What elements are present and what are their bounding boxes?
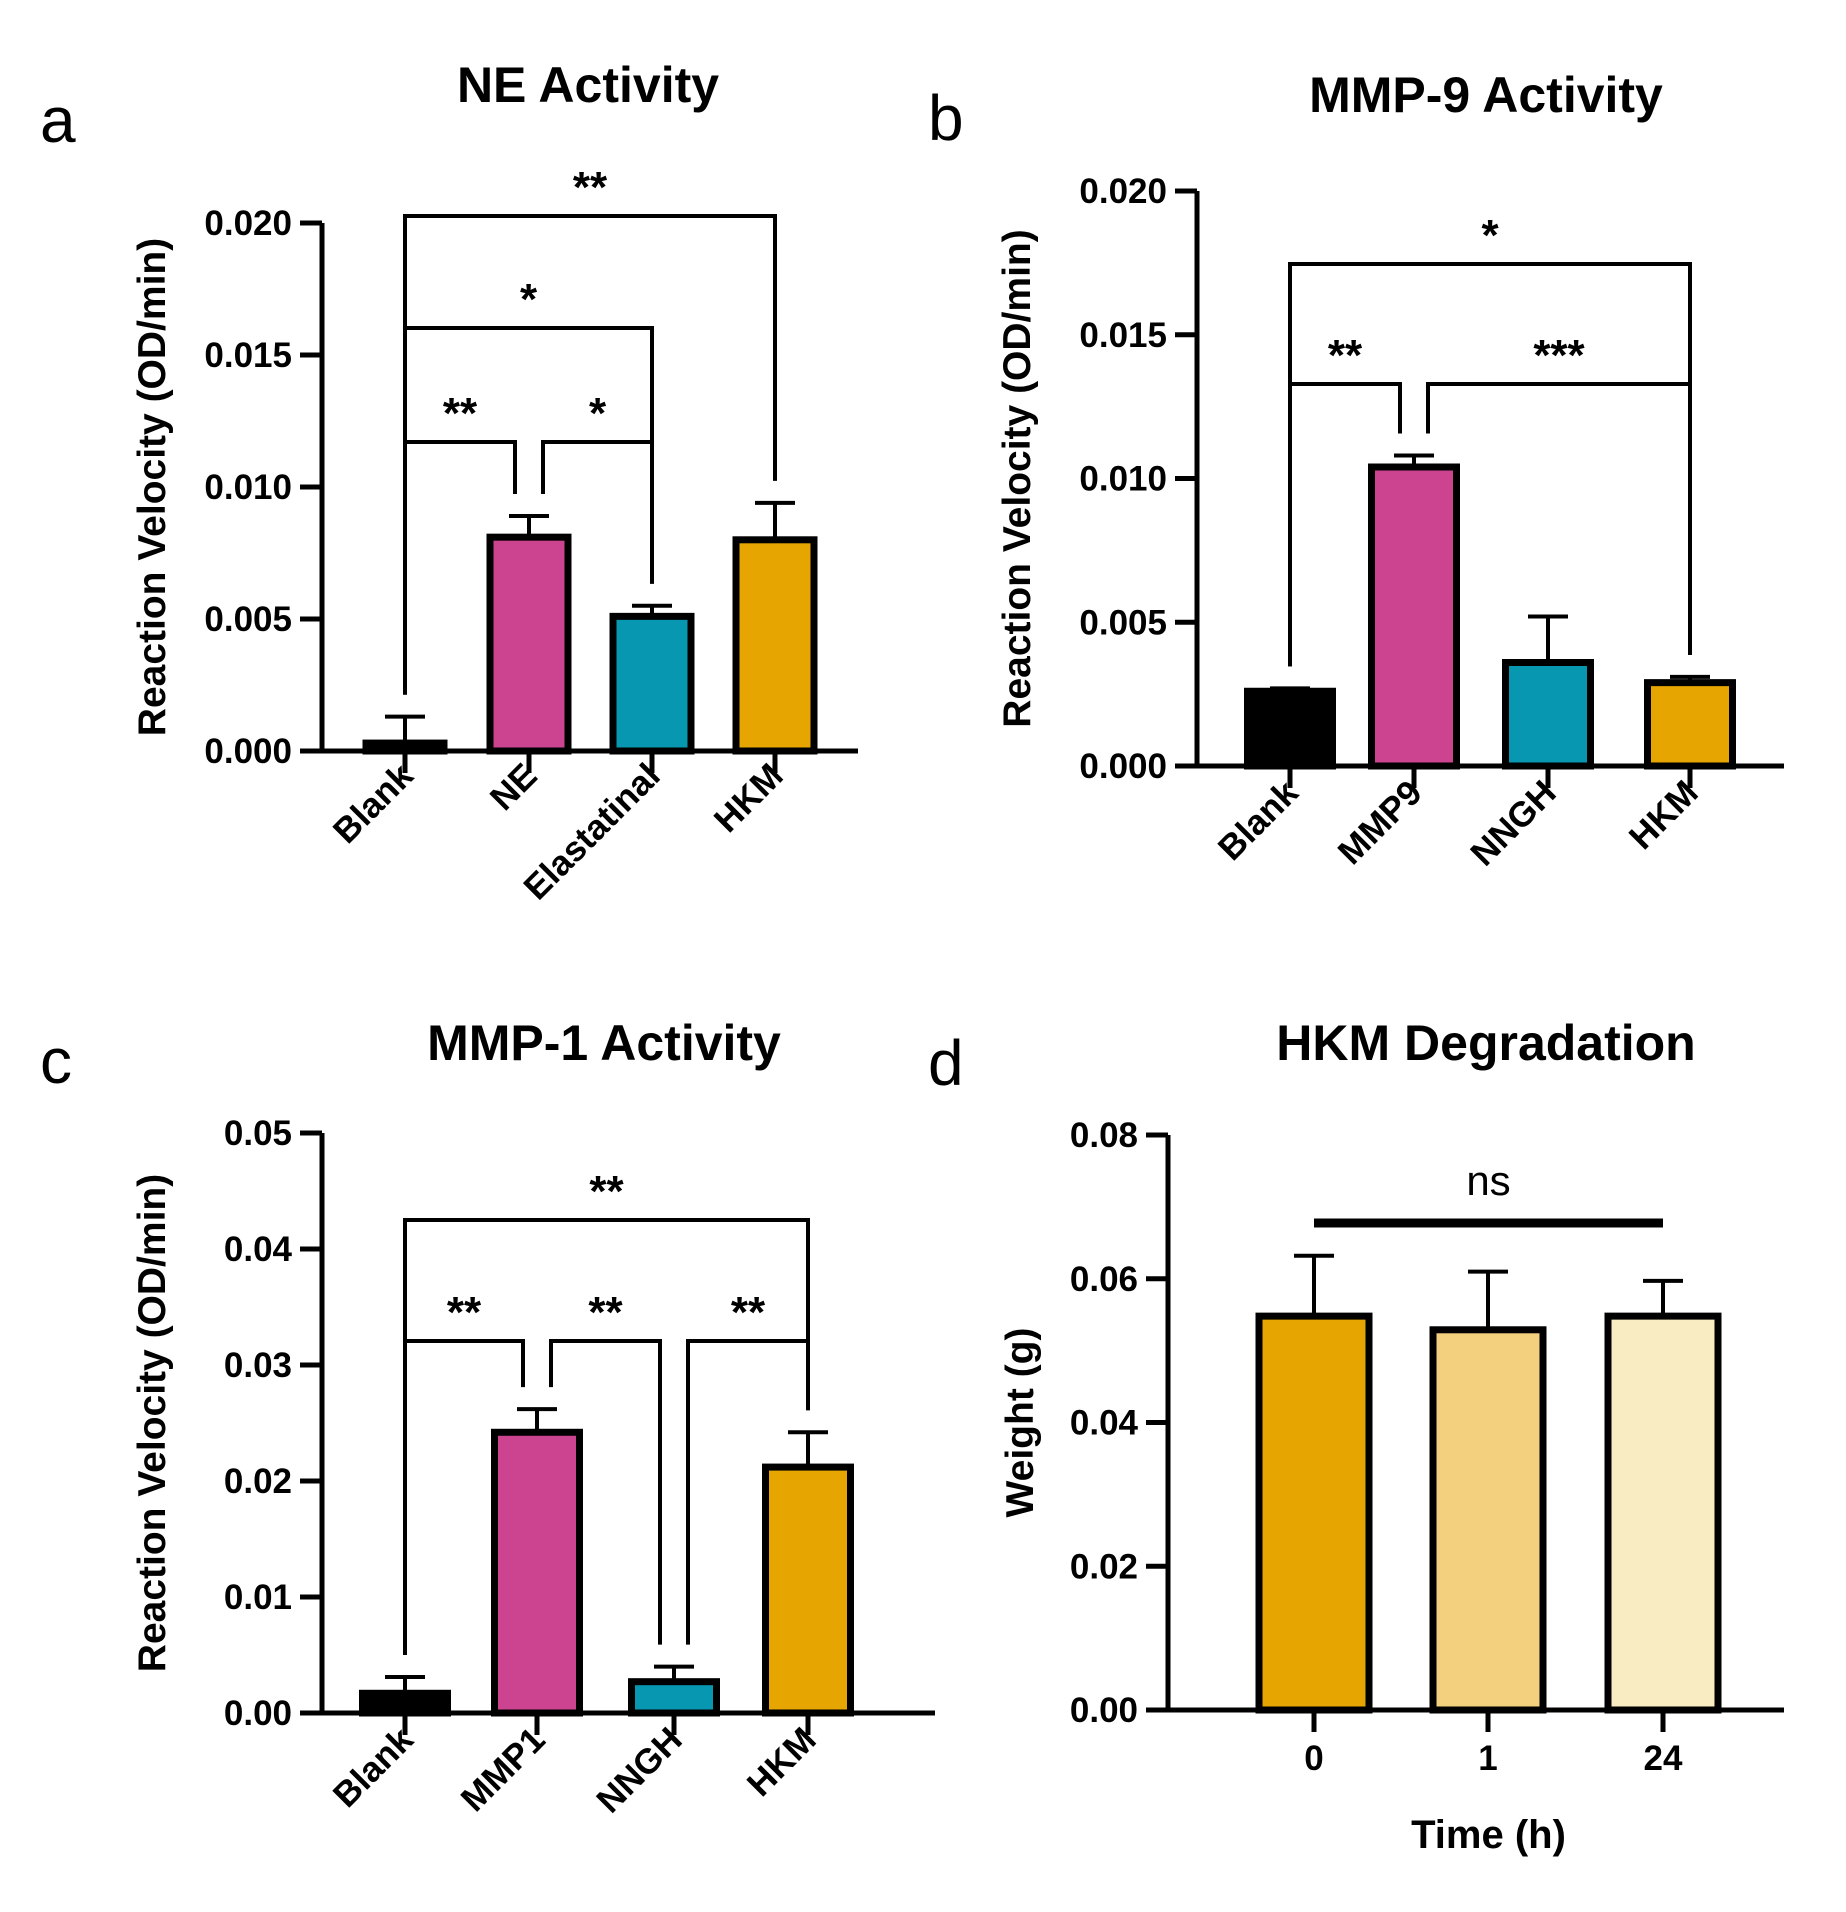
significance-label: ** xyxy=(731,1288,766,1337)
y-tick-label: 0.000 xyxy=(1079,747,1167,786)
bar xyxy=(362,739,448,755)
y-tick-label: 0.03 xyxy=(224,1346,292,1385)
x-category-label: Blank xyxy=(1211,773,1306,868)
x-category-label: 1 xyxy=(1478,1739,1497,1778)
x-category-label: Blank xyxy=(326,756,421,851)
significance-label: *** xyxy=(1533,331,1585,380)
panel-letter: b xyxy=(928,82,964,154)
y-tick-label: 0.06 xyxy=(1070,1260,1138,1299)
panel-b: b MMP-9 Activity Reaction Velocity (OD/min… xyxy=(928,67,1784,874)
x-category-label: MMP9 xyxy=(1331,773,1430,872)
significance-bracket xyxy=(1288,262,1692,667)
y-tick-label: 0.020 xyxy=(204,204,292,243)
bar xyxy=(491,1428,583,1717)
y-tick-label: 0.020 xyxy=(1079,172,1167,211)
significance-bracket xyxy=(549,1339,662,1645)
y-tick-label: 0.005 xyxy=(1079,603,1167,642)
significance-label: ** xyxy=(588,1288,623,1337)
x-category-label: HKM xyxy=(1622,773,1706,857)
significance-bracket xyxy=(403,1218,810,1656)
significance-label: ** xyxy=(573,163,608,212)
significance-label: * xyxy=(1481,211,1499,260)
significance-label: * xyxy=(589,389,607,438)
x-category-label: NNGH xyxy=(589,1720,689,1820)
significance-label: * xyxy=(520,275,538,324)
bar xyxy=(359,1689,451,1717)
significance-bracket xyxy=(403,214,777,695)
chart-title: HKM Degradation xyxy=(1276,1015,1695,1071)
y-tick-label: 0.005 xyxy=(204,600,292,639)
x-category-label: 24 xyxy=(1644,1739,1683,1778)
x-category-label: NE xyxy=(483,756,545,818)
x-category-label: MMP1 xyxy=(454,1720,553,1819)
y-tick-label: 0.015 xyxy=(204,336,292,375)
x-axis-label: Time (h) xyxy=(1411,1813,1566,1857)
y-tick-label: 0.04 xyxy=(1070,1404,1139,1443)
significance-label: ** xyxy=(1328,331,1363,380)
bar xyxy=(1604,1312,1722,1714)
y-axis-label: Reaction Velocity (OD/min) xyxy=(996,229,1039,727)
x-category-label: HKM xyxy=(740,1720,824,1804)
y-axis-label: Reaction Velocity (OD/min) xyxy=(131,238,174,736)
y-tick-label: 0.04 xyxy=(224,1230,293,1269)
chart-title: MMP-1 Activity xyxy=(427,1015,781,1071)
x-category-label: NNGH xyxy=(1463,773,1563,873)
y-tick-label: 0.00 xyxy=(224,1694,292,1733)
significance-bracket xyxy=(1426,382,1692,655)
significance-label: ** xyxy=(443,389,478,438)
y-tick-label: 0.010 xyxy=(1079,460,1167,499)
panel-a: a NE Activity Reaction Velocity (OD/min) 0.… xyxy=(40,57,858,907)
panel-letter: d xyxy=(928,1027,964,1099)
y-axis-label: Weight (g) xyxy=(999,1328,1042,1518)
significance-label: ** xyxy=(589,1167,624,1216)
significance-label: ns xyxy=(1466,1157,1510,1204)
chart-title: MMP-9 Activity xyxy=(1309,67,1663,123)
bar xyxy=(628,1678,720,1717)
bar xyxy=(732,536,818,755)
bar xyxy=(1368,463,1460,770)
panel-d: d HKM Degradation Weight (g) 0.00 0.02 0.04 0.… xyxy=(928,1015,1784,1857)
x-category-label: Blank xyxy=(326,1720,421,1815)
y-tick-label: 0.02 xyxy=(1070,1547,1138,1586)
bar xyxy=(1255,1312,1373,1714)
y-tick-label: 0.000 xyxy=(204,732,292,771)
bar xyxy=(1244,687,1336,770)
y-tick-label: 0.08 xyxy=(1070,1116,1138,1155)
y-tick-label: 0.02 xyxy=(224,1462,292,1501)
bar xyxy=(1644,679,1736,770)
x-category-label: HKM xyxy=(707,756,791,840)
bar xyxy=(1502,659,1594,770)
y-tick-label: 0.05 xyxy=(224,1114,292,1153)
significance-label: ** xyxy=(447,1288,482,1337)
chart-title: NE Activity xyxy=(457,57,719,113)
panel-c: c MMP-1 Activity Reaction Velocity (OD/min… xyxy=(40,1015,935,1821)
y-tick-label: 0.010 xyxy=(204,468,292,507)
y-tick-label: 0.01 xyxy=(224,1578,292,1617)
panel-letter: c xyxy=(40,1025,72,1097)
bar xyxy=(762,1463,854,1717)
panel-letter: a xyxy=(40,84,76,156)
bar xyxy=(1429,1326,1547,1714)
bar xyxy=(486,533,572,755)
y-axis-label: Reaction Velocity (OD/min) xyxy=(131,1174,174,1672)
y-tick-label: 0.00 xyxy=(1070,1691,1138,1730)
bar xyxy=(609,612,695,755)
y-tick-label: 0.015 xyxy=(1079,316,1167,355)
x-category-label: 0 xyxy=(1304,1739,1323,1778)
